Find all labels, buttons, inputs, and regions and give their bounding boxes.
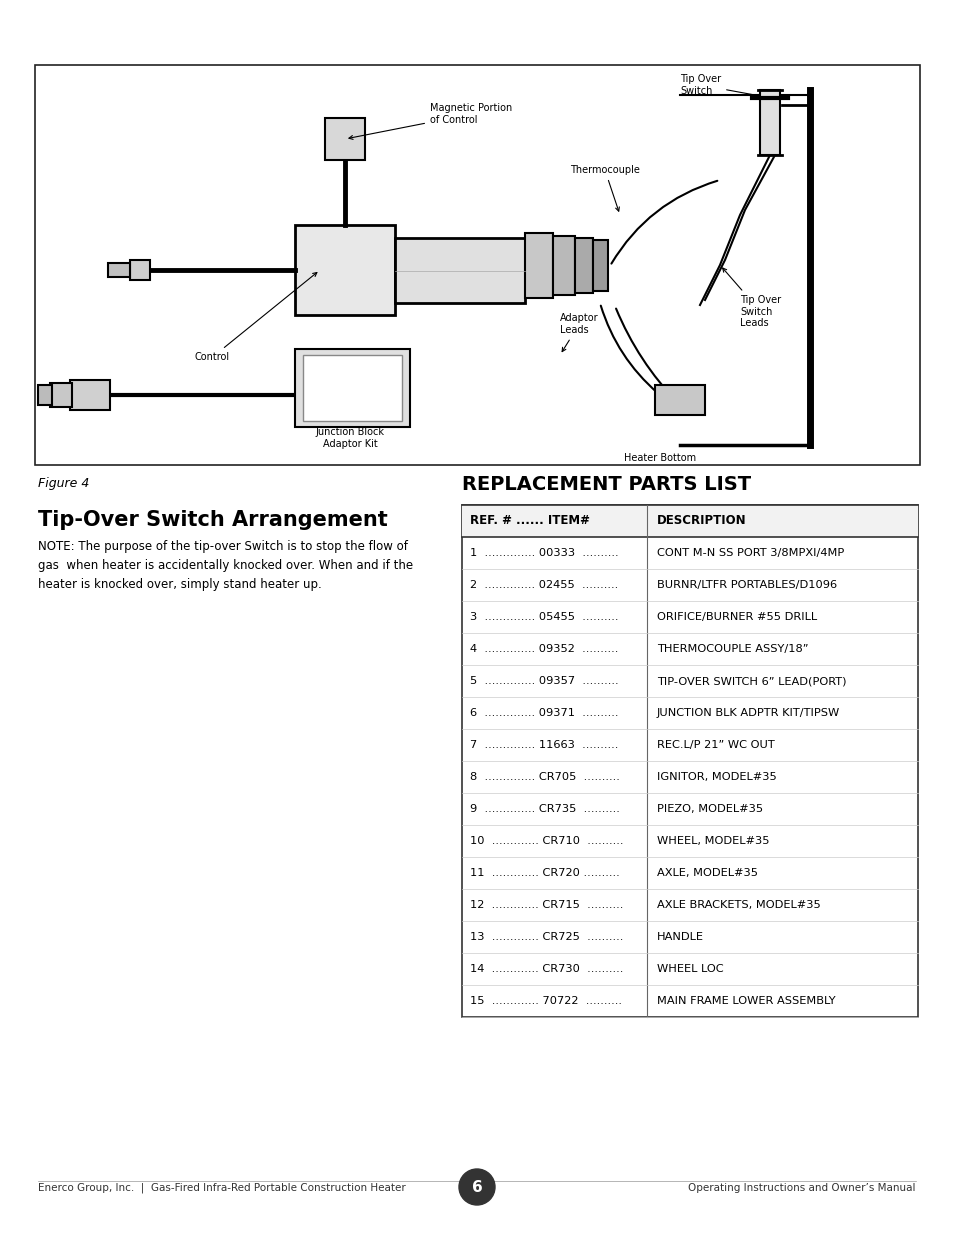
Bar bbox=[294, 350, 410, 427]
Text: Heater Bottom: Heater Bottom bbox=[623, 453, 696, 463]
Text: 1  .............. 00333  ..........: 1 .............. 00333 .......... bbox=[470, 548, 618, 558]
Text: AXLE BRACKETS, MODEL#35: AXLE BRACKETS, MODEL#35 bbox=[657, 900, 820, 910]
Bar bbox=[575, 238, 593, 293]
Bar bbox=[593, 240, 607, 291]
Bar bbox=[303, 354, 401, 421]
Text: HANDLE: HANDLE bbox=[657, 932, 703, 942]
Text: Junction Block
Adaptor Kit: Junction Block Adaptor Kit bbox=[315, 391, 384, 448]
Text: WHEEL, MODEL#35: WHEEL, MODEL#35 bbox=[657, 836, 769, 846]
Text: Thermocouple: Thermocouple bbox=[569, 165, 639, 211]
Text: TIP-OVER SWITCH 6” LEAD(PORT): TIP-OVER SWITCH 6” LEAD(PORT) bbox=[657, 676, 845, 685]
Text: Adaptor
Leads: Adaptor Leads bbox=[559, 314, 598, 352]
Text: ORIFICE/BURNER #55 DRILL: ORIFICE/BURNER #55 DRILL bbox=[657, 613, 817, 622]
Text: 15  ............. 70722  ..........: 15 ............. 70722 .......... bbox=[470, 995, 621, 1007]
Text: 2  .............. 02455  ..........: 2 .............. 02455 .......... bbox=[470, 580, 618, 590]
Bar bbox=[130, 261, 150, 280]
Text: 13  ............. CR725  ..........: 13 ............. CR725 .......... bbox=[470, 932, 622, 942]
Text: THERMOCOUPLE ASSY/18”: THERMOCOUPLE ASSY/18” bbox=[657, 643, 807, 655]
Bar bbox=[50, 383, 71, 408]
Bar bbox=[325, 119, 365, 161]
Text: Tip-Over Switch Arrangement: Tip-Over Switch Arrangement bbox=[38, 510, 387, 530]
Text: PIEZO, MODEL#35: PIEZO, MODEL#35 bbox=[657, 804, 762, 814]
Text: NOTE: The purpose of the tip-over Switch is to stop the flow of
gas  when heater: NOTE: The purpose of the tip-over Switch… bbox=[38, 540, 413, 592]
Text: Magnetic Portion
of Control: Magnetic Portion of Control bbox=[349, 104, 512, 140]
Bar bbox=[35, 65, 919, 466]
Text: WHEEL LOC: WHEEL LOC bbox=[657, 965, 723, 974]
Text: Tip Over
Switch
Leads: Tip Over Switch Leads bbox=[721, 268, 781, 329]
Text: 11  ............. CR720 ..........: 11 ............. CR720 .......... bbox=[470, 868, 619, 878]
Bar bbox=[655, 385, 704, 415]
Text: BURNR/LTFR PORTABLES/D1096: BURNR/LTFR PORTABLES/D1096 bbox=[657, 580, 836, 590]
Text: 9  .............. CR735  ..........: 9 .............. CR735 .......... bbox=[470, 804, 619, 814]
Text: AXLE, MODEL#35: AXLE, MODEL#35 bbox=[657, 868, 758, 878]
Bar bbox=[524, 233, 553, 298]
Text: 3  .............. 05455  ..........: 3 .............. 05455 .......... bbox=[470, 613, 618, 622]
Bar bbox=[70, 380, 110, 410]
Text: 6  .............. 09371  ..........: 6 .............. 09371 .......... bbox=[470, 708, 618, 718]
Text: REPLACEMENT PARTS LIST: REPLACEMENT PARTS LIST bbox=[461, 475, 750, 494]
Text: DESCRIPTION: DESCRIPTION bbox=[657, 515, 746, 527]
Bar bbox=[108, 263, 130, 277]
Text: 7  .............. 11663  ..........: 7 .............. 11663 .......... bbox=[470, 740, 618, 750]
Text: 14  ............. CR730  ..........: 14 ............. CR730 .......... bbox=[470, 965, 622, 974]
Text: 5  .............. 09357  ..........: 5 .............. 09357 .......... bbox=[470, 676, 618, 685]
Text: 6: 6 bbox=[471, 1179, 482, 1194]
Text: CONT M-N SS PORT 3/8MPXI/4MP: CONT M-N SS PORT 3/8MPXI/4MP bbox=[657, 548, 843, 558]
Text: Enerco Group, Inc.  |  Gas-Fired Infra-Red Portable Construction Heater: Enerco Group, Inc. | Gas-Fired Infra-Red… bbox=[38, 1182, 405, 1193]
Bar bbox=[461, 505, 917, 1016]
Text: Operating Instructions and Owner’s Manual: Operating Instructions and Owner’s Manua… bbox=[688, 1183, 915, 1193]
Text: IGNITOR, MODEL#35: IGNITOR, MODEL#35 bbox=[657, 772, 776, 782]
Bar bbox=[294, 225, 395, 315]
Text: Tip Over
Switch: Tip Over Switch bbox=[679, 74, 778, 100]
Text: 8  .............. CR705  ..........: 8 .............. CR705 .......... bbox=[470, 772, 619, 782]
Text: REC.L/P 21” WC OUT: REC.L/P 21” WC OUT bbox=[657, 740, 774, 750]
Bar bbox=[461, 505, 917, 537]
Circle shape bbox=[458, 1170, 495, 1205]
Text: MAIN FRAME LOWER ASSEMBLY: MAIN FRAME LOWER ASSEMBLY bbox=[657, 995, 835, 1007]
Text: Figure 4: Figure 4 bbox=[38, 477, 90, 490]
Bar bbox=[760, 90, 780, 156]
Text: Control: Control bbox=[194, 273, 316, 362]
Text: 4  .............. 09352  ..........: 4 .............. 09352 .......... bbox=[470, 643, 618, 655]
Text: 12  ............. CR715  ..........: 12 ............. CR715 .......... bbox=[470, 900, 622, 910]
Text: 10  ............. CR710  ..........: 10 ............. CR710 .......... bbox=[470, 836, 623, 846]
Text: JUNCTION BLK ADPTR KIT/TIPSW: JUNCTION BLK ADPTR KIT/TIPSW bbox=[657, 708, 840, 718]
Bar bbox=[38, 385, 52, 405]
Text: REF. # ...... ITEM#: REF. # ...... ITEM# bbox=[470, 515, 589, 527]
Bar bbox=[395, 238, 524, 303]
Bar bbox=[553, 236, 575, 295]
